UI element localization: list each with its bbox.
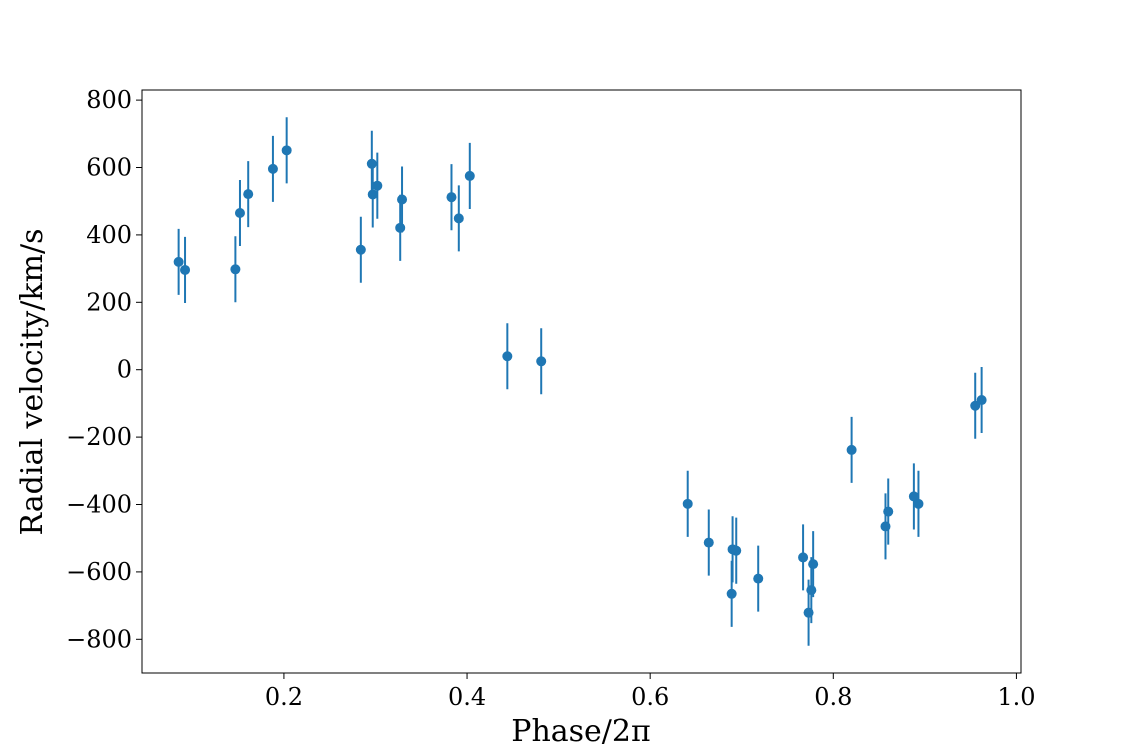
data-point <box>397 194 408 205</box>
y-tick-label: 800 <box>86 86 132 114</box>
x-axis-label: Phase/2π <box>511 714 650 749</box>
y-tick-label: 400 <box>86 221 132 249</box>
data-point <box>230 264 241 275</box>
y-tick-label: −400 <box>66 491 132 519</box>
data-point <box>913 498 924 509</box>
data-point <box>180 264 191 275</box>
y-tick-label: 200 <box>86 288 132 316</box>
y-tick-label: −800 <box>66 625 132 653</box>
data-point <box>502 351 513 362</box>
data-point <box>808 559 819 570</box>
data-point <box>806 585 817 596</box>
data-point <box>731 545 742 556</box>
data-point <box>976 395 987 406</box>
y-tick-label: 0 <box>117 356 132 384</box>
data-points <box>173 145 987 618</box>
error-bars <box>177 117 983 646</box>
data-point <box>366 158 377 169</box>
data-point <box>234 208 245 219</box>
data-point <box>173 256 184 267</box>
x-tick-label: 0.6 <box>631 683 669 711</box>
data-point <box>682 498 693 509</box>
data-point <box>803 607 814 618</box>
y-tick-label: −200 <box>66 423 132 451</box>
y-axis-ticks: 800 600 400 200 0 −200 −400 −600 −800 <box>66 86 142 653</box>
data-point <box>367 189 378 200</box>
data-point <box>267 163 278 174</box>
data-point <box>726 588 737 599</box>
data-point <box>453 213 464 224</box>
data-point <box>372 180 383 191</box>
y-tick-label: 600 <box>86 154 132 182</box>
data-point <box>798 552 809 563</box>
data-point <box>446 192 457 203</box>
data-point <box>355 244 366 255</box>
plot-frame <box>141 89 1022 674</box>
y-axis-label: Radial velocity/km/s <box>15 229 50 536</box>
x-tick-label: 1.0 <box>997 683 1035 711</box>
data-point <box>395 222 406 233</box>
y-tick-label: −600 <box>66 558 132 586</box>
data-point <box>536 356 547 367</box>
data-point <box>281 145 292 156</box>
data-point <box>883 506 894 517</box>
data-point <box>464 170 475 181</box>
data-point <box>880 521 891 532</box>
x-tick-label: 0.8 <box>814 683 852 711</box>
x-axis-ticks: 0.2 0.4 0.6 0.8 1.0 <box>265 673 1036 711</box>
data-point <box>753 573 764 584</box>
x-tick-label: 0.2 <box>265 683 303 711</box>
data-point <box>703 537 714 548</box>
data-point <box>970 400 981 411</box>
data-point <box>243 189 254 200</box>
data-point <box>908 491 919 502</box>
x-tick-label: 0.4 <box>448 683 486 711</box>
data-point <box>846 444 857 455</box>
